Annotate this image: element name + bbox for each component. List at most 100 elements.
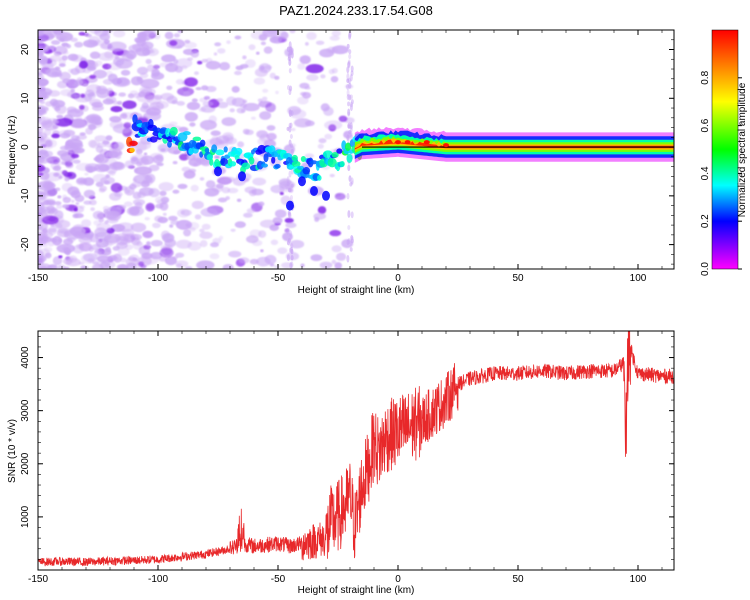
spectrogram-frame xyxy=(37,29,675,270)
spectrogram-noise-blob xyxy=(146,95,162,105)
spectrogram-noise-blob xyxy=(317,206,327,215)
spectrogram-noise-blob xyxy=(272,217,283,224)
spectrogram-streak-blob xyxy=(290,246,293,254)
spectrogram-streak-blob xyxy=(350,177,354,185)
spectrogram-noise-blob xyxy=(55,117,73,127)
snr-x-tick-label: 0 xyxy=(395,574,401,585)
spectrogram-ridge-blob xyxy=(346,153,353,163)
spectrogram-noise-blob xyxy=(71,144,77,148)
spectrogram-streak-blob xyxy=(347,123,350,129)
spectrogram-noise-blob xyxy=(204,187,220,197)
spectrogram-noise-blob xyxy=(194,71,199,76)
spectrogram-noise-blob xyxy=(38,164,46,173)
spectrogram-noise-blob xyxy=(89,199,97,206)
spectrogram-streak-blob xyxy=(347,122,351,129)
spectrogram-noise-blob xyxy=(173,33,180,38)
spectrogram-noise-blob xyxy=(83,200,92,205)
colorbar-tick-label: 0.4 xyxy=(700,166,711,180)
spectrogram-x-tick-label: 0 xyxy=(395,273,401,284)
spectrogram-noise-blob xyxy=(63,50,69,55)
spectrogram-ridge-blob xyxy=(241,162,251,170)
spectrogram-noise-blob xyxy=(142,41,148,45)
snr-y-ticks: 1000 2000 3000 4000 xyxy=(20,336,674,560)
spectrogram-noise-blob xyxy=(88,92,95,97)
spectrogram-streak-blob xyxy=(347,210,351,218)
spectrogram-noise-blob xyxy=(95,156,100,161)
spectrogram-noise-blob xyxy=(290,127,296,132)
spectrogram-streak-blob xyxy=(348,175,352,182)
spectrogram-x-tick-label: -150 xyxy=(28,273,48,284)
spectrogram-noise-blob xyxy=(89,30,102,35)
spectrogram-noise-blob xyxy=(183,91,191,97)
spectrogram-noise-blob xyxy=(38,97,43,103)
spectrogram-streak-blob xyxy=(289,85,293,92)
snr-x-tick-label: 100 xyxy=(630,574,647,585)
spectrogram-noise-blob xyxy=(223,134,234,145)
spectrogram-noise-blob xyxy=(104,260,116,269)
spectrogram-noise-blob xyxy=(203,96,211,100)
spectrogram-noise-blob xyxy=(273,265,280,269)
spectrogram-noise-blob xyxy=(82,32,89,37)
spectrogram-noise-blob xyxy=(55,170,68,179)
spectrogram-noise-blob xyxy=(78,261,85,265)
spectrogram-noise-blob xyxy=(234,221,246,229)
spectrogram-x-tick-label: 100 xyxy=(630,273,647,284)
spectrogram-noise-blob xyxy=(236,107,246,114)
spectrogram-noise-blob xyxy=(275,90,279,95)
spectrogram-noise-blob xyxy=(84,172,89,176)
spectrogram-noise-blob xyxy=(66,44,72,49)
spectrogram-noise-blob xyxy=(130,156,139,165)
spectrogram-noise-blob xyxy=(158,182,174,192)
spectrogram-ridge-blob xyxy=(211,144,218,153)
spectrogram-noise-blob xyxy=(305,42,309,46)
spectrogram-noise-blob xyxy=(272,35,283,43)
spectrogram-ridge-blob xyxy=(327,158,337,168)
spectrogram-noise-blob xyxy=(64,176,70,182)
spectrogram-noise-blob xyxy=(89,98,102,106)
spectrogram-noise-blob xyxy=(92,261,99,265)
spectrogram-noise-blob xyxy=(260,249,264,253)
spectrogram-noise-blob xyxy=(184,39,191,44)
spectrogram-noise-blob xyxy=(57,264,66,269)
spectrogram-ridge-blob xyxy=(309,160,318,165)
spectrogram-streak-blob xyxy=(286,176,290,184)
spectrogram-noise-blob xyxy=(146,241,151,246)
spectrogram-streak-blob xyxy=(288,67,292,74)
spectrogram-streak-blob xyxy=(347,225,351,230)
spectrogram-noise-blob xyxy=(56,204,63,209)
spectrogram-noise-blob xyxy=(156,162,164,167)
spectrogram-streak-blob xyxy=(347,164,351,172)
spectrogram-streak-blob xyxy=(289,230,293,237)
spectrogram-noise-blob xyxy=(197,60,203,65)
spectrogram-noise-blob xyxy=(199,240,208,248)
spectrogram-noise-blob xyxy=(229,108,235,113)
spectrogram-noise-blob xyxy=(38,72,43,76)
spectrogram-noise-blob xyxy=(217,197,228,203)
spectrogram-noise-blob xyxy=(128,254,140,263)
spectrogram-noise-blob xyxy=(202,101,214,107)
spectrogram-noise-blob xyxy=(159,247,174,258)
spectrogram-ridge-blob xyxy=(317,175,322,181)
spectrogram-ridge-blob xyxy=(229,161,237,167)
spectrogram-noise-blob xyxy=(95,181,104,187)
spectrogram-noise-blob xyxy=(146,47,159,57)
spectrogram-streak-blob xyxy=(286,227,290,235)
colorbar-tick-label: 0.0 xyxy=(700,262,711,276)
spectrogram-noise-blob xyxy=(58,35,68,40)
spectrogram-noise-blob xyxy=(169,40,178,46)
spectrogram-noise-blob xyxy=(140,180,150,188)
spectrogram-streak-blob xyxy=(349,247,353,252)
colorbar-frame xyxy=(711,29,739,270)
spectrogram-noise-blob xyxy=(41,242,48,248)
spectrogram-noise-blob xyxy=(112,30,126,38)
spectrogram-noise-blob xyxy=(92,173,108,183)
spectrogram-noise-blob xyxy=(336,252,347,261)
spectrogram-noise-blob xyxy=(57,195,62,199)
spectrogram-noise-blob xyxy=(237,141,245,148)
spectrogram-streak-blob xyxy=(286,240,290,246)
spectrogram-noise-blob xyxy=(148,164,160,172)
snr-y-tick-label: 3000 xyxy=(20,399,31,422)
spectrogram-noise-blob xyxy=(88,246,94,252)
spectrogram-noise-blob xyxy=(44,107,48,111)
spectrogram-noise-blob xyxy=(155,195,169,205)
